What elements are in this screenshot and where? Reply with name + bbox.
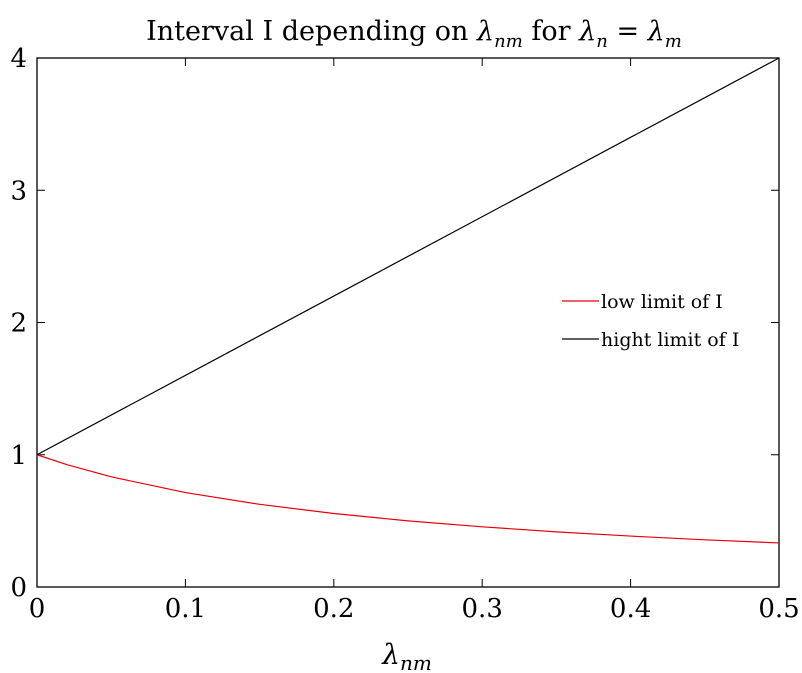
legend-label-low: low limit of I xyxy=(601,291,723,313)
x-tick-label: 0.5 xyxy=(758,594,799,624)
x-tick-label: 0.1 xyxy=(165,594,206,624)
x-tick-label: 0.3 xyxy=(462,594,503,624)
y-tick-label: 4 xyxy=(10,44,27,74)
legend-label-high: hight limit of I xyxy=(601,329,739,351)
x-tick-label: 0.4 xyxy=(610,594,651,624)
plot-frame xyxy=(36,57,780,588)
x-tick-label: 0 xyxy=(29,594,46,624)
axis-ticks xyxy=(36,57,780,588)
y-tick-label: 3 xyxy=(10,176,27,206)
y-tick-label: 0 xyxy=(10,573,27,603)
axis-tick-labels: 0 0.1 0.2 0.3 0.4 0.5 0 1 2 3 4 xyxy=(10,44,799,624)
x-tick-label: 0.2 xyxy=(313,594,354,624)
x-axis-label: λnm xyxy=(381,638,432,673)
chart-title: Interval I depending on λnm for λn = λm xyxy=(146,16,682,52)
y-tick-label: 1 xyxy=(10,441,27,471)
series-line-high-limit xyxy=(36,57,780,456)
series-lines xyxy=(36,57,780,544)
legend: low limit of I hight limit of I xyxy=(562,291,739,351)
series-line-low-limit xyxy=(36,454,780,544)
y-tick-label: 2 xyxy=(10,309,27,339)
